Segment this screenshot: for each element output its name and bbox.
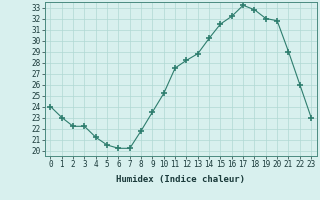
X-axis label: Humidex (Indice chaleur): Humidex (Indice chaleur) (116, 175, 245, 184)
